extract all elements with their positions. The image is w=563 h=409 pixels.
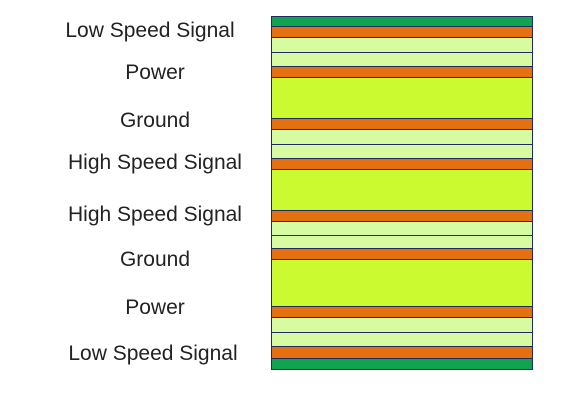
layer-label-4: High Speed Signal [68,151,242,174]
layer-dielectric [271,221,533,236]
layer-core [271,169,533,211]
layer-label-3: Ground [119,109,191,132]
layer-stack [271,16,535,370]
layer-label-2: Power [125,61,185,84]
layer-soldermask [271,358,533,370]
layer-label-1: Low Speed Signal [65,19,235,42]
layer-label-6: Ground [119,248,191,271]
layer-core [271,77,533,119]
layer-dielectric [271,332,533,347]
layer-dielectric [271,144,533,159]
layer-label-7: Power [125,296,185,319]
layer-label-8: Low Speed Signal [68,342,238,365]
layer-dielectric [271,52,533,67]
layer-core [271,259,533,307]
layer-dielectric [271,235,533,249]
layer-dielectric [271,129,533,145]
layer-label-5: High Speed Signal [68,203,242,226]
layer-dielectric [271,317,533,333]
layer-dielectric [271,37,533,53]
